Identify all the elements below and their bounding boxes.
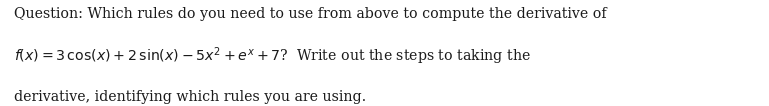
Text: $f(x) = 3\,\cos(x) + 2\,\sin(x) - 5x^2 + e^x + 7$?  Write out the steps to takin: $f(x) = 3\,\cos(x) + 2\,\sin(x) - 5x^2 +… — [14, 46, 531, 67]
Text: Question: Which rules do you need to use from above to compute the derivative of: Question: Which rules do you need to use… — [14, 7, 607, 21]
Text: derivative, identifying which rules you are using.: derivative, identifying which rules you … — [14, 90, 366, 104]
